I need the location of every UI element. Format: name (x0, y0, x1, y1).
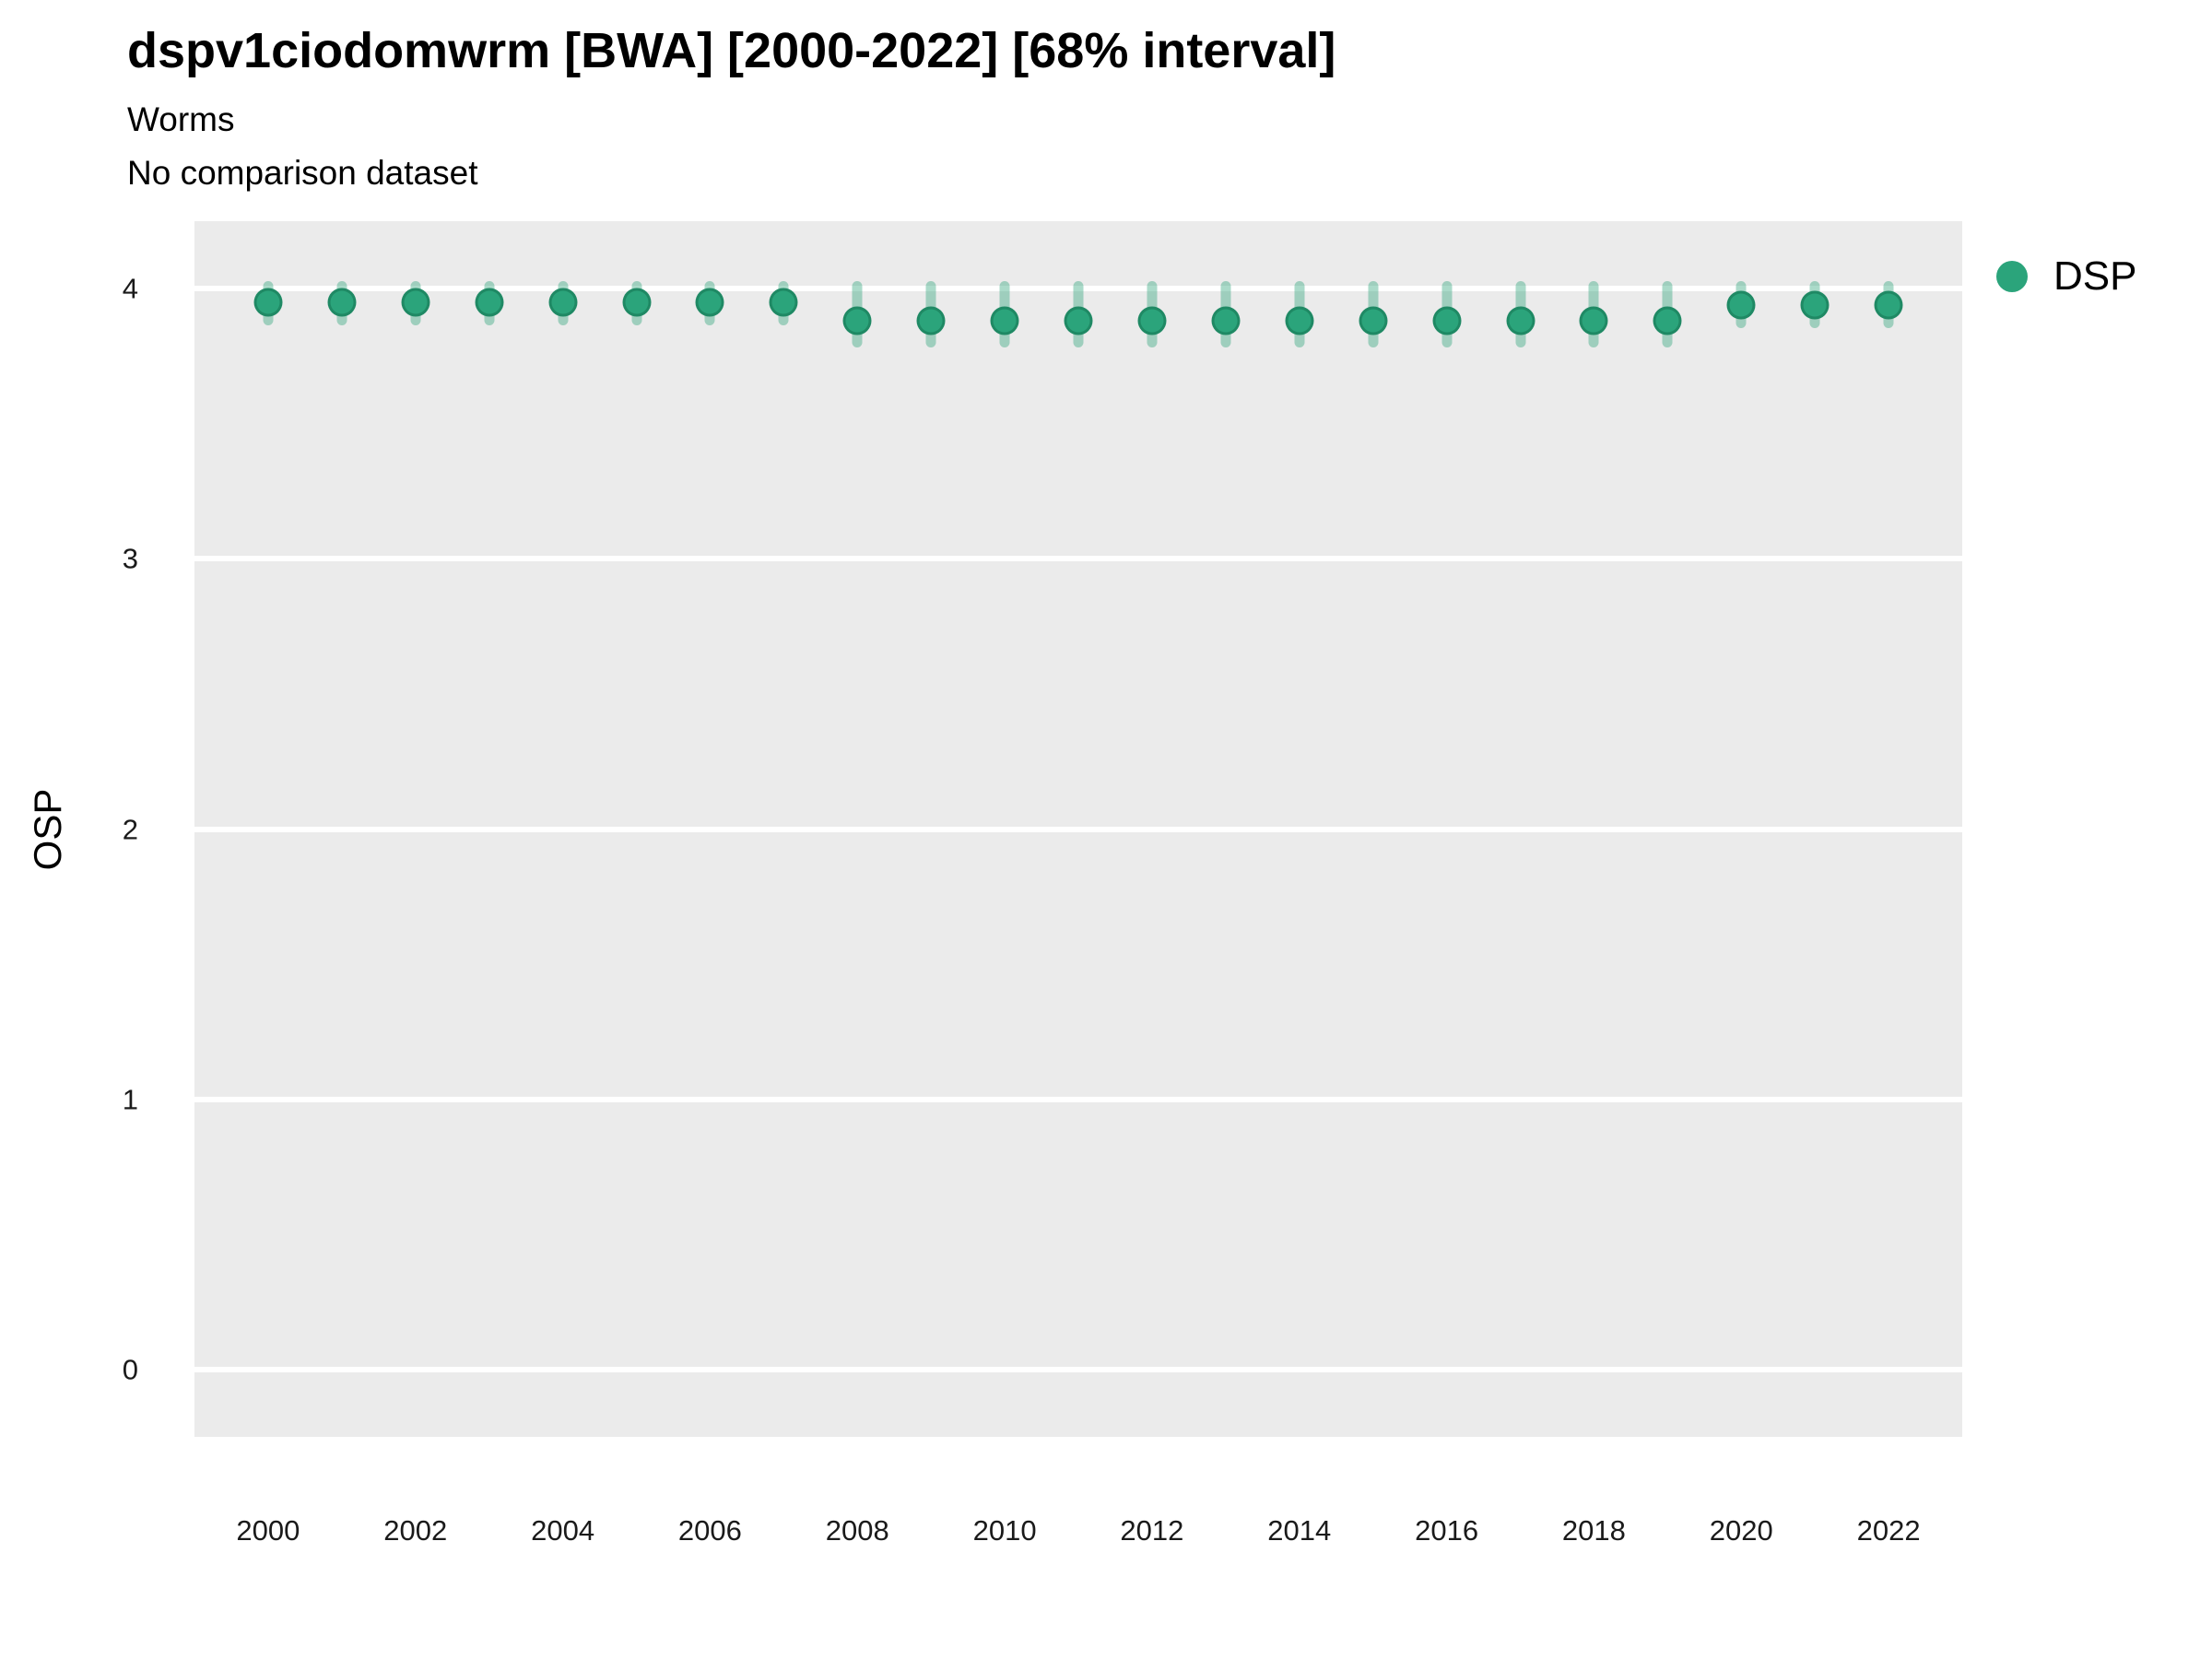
data-point (1653, 306, 1682, 335)
data-point (842, 306, 872, 335)
chart-subtitle: Worms (127, 100, 235, 138)
comparison-note: No comparison dataset (127, 154, 478, 192)
data-point (1285, 306, 1314, 335)
chart-title: dspv1ciodomwrm [BWA] [2000-2022] [68% in… (127, 23, 1336, 78)
data-point (622, 288, 651, 317)
gridline-y-1 (194, 1096, 1962, 1102)
y-tick-label: 3 (122, 542, 138, 575)
x-tick-label: 2020 (1709, 1514, 1773, 1547)
plot-panel (194, 221, 1962, 1437)
x-tick-label: 2000 (236, 1514, 300, 1547)
data-point (916, 306, 946, 335)
data-point (1506, 306, 1535, 335)
data-point (548, 288, 578, 317)
y-tick-label: 1 (122, 1083, 138, 1116)
x-tick-label: 2022 (1856, 1514, 1921, 1547)
data-point (1726, 290, 1756, 320)
data-point (1359, 306, 1388, 335)
data-point (1579, 306, 1608, 335)
x-tick-label: 2006 (677, 1514, 742, 1547)
x-tick-label: 2014 (1267, 1514, 1332, 1547)
data-point (401, 288, 430, 317)
x-tick-label: 2018 (1561, 1514, 1626, 1547)
data-point (1137, 306, 1167, 335)
data-point (1800, 290, 1830, 320)
data-point (475, 288, 504, 317)
x-tick-label: 2012 (1120, 1514, 1184, 1547)
gridline-y-4 (194, 286, 1962, 292)
data-point (1432, 306, 1462, 335)
data-point (1064, 306, 1093, 335)
gridline-y-2 (194, 826, 1962, 832)
data-point (990, 306, 1019, 335)
y-tick-label: 2 (122, 813, 138, 845)
x-tick-label: 2016 (1415, 1514, 1479, 1547)
gridline-y-3 (194, 556, 1962, 562)
data-point (327, 288, 357, 317)
data-point (769, 288, 798, 317)
data-point (1211, 306, 1241, 335)
legend-marker-dsp (1996, 261, 2028, 292)
x-tick-label: 2002 (383, 1514, 448, 1547)
data-point (1874, 290, 1903, 320)
y-tick-label: 4 (122, 272, 138, 305)
x-tick-label: 2008 (825, 1514, 889, 1547)
gridline-y-0 (194, 1366, 1962, 1372)
x-tick-label: 2004 (531, 1514, 595, 1547)
x-tick-label: 2010 (972, 1514, 1037, 1547)
data-point (695, 288, 724, 317)
legend-label-dsp: DSP (2053, 253, 2137, 299)
y-tick-label: 0 (122, 1353, 138, 1386)
data-point (253, 288, 283, 317)
